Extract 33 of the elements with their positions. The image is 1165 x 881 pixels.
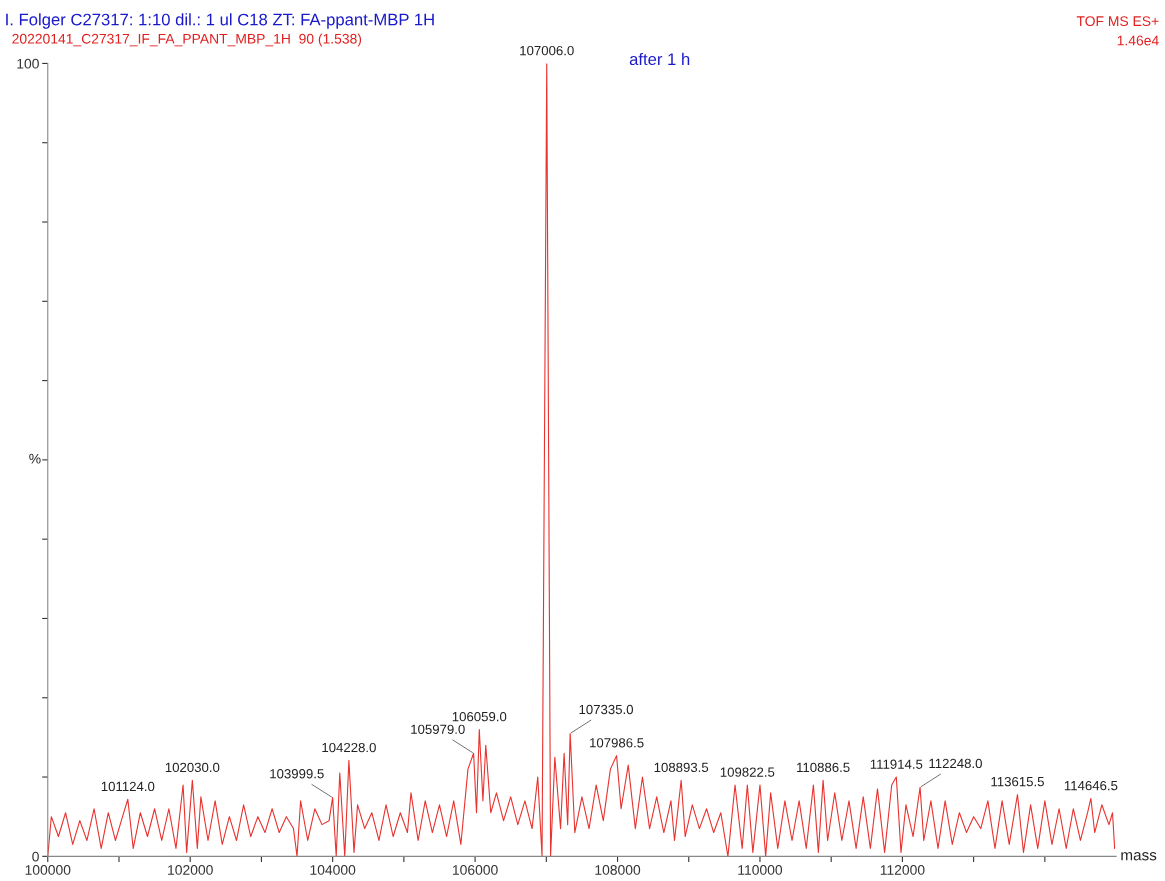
annotation: 107335.0 — [579, 704, 634, 715]
line-series — [47, 63, 1116, 857]
annotation: 114646.5 — [1064, 780, 1118, 791]
annotation: 107006.0 — [520, 45, 574, 56]
annotation: after 1 h — [629, 52, 690, 66]
annotation: 105979.0 — [411, 724, 465, 734]
y-axis-title: % — [29, 453, 41, 464]
annotation: 101124.0 — [101, 781, 155, 792]
annotation: 102030.0 — [165, 762, 220, 773]
annotation: 109822.5 — [720, 767, 775, 777]
annotation: 103999.5 — [270, 769, 324, 779]
x-tick-label: 112000 — [880, 865, 925, 875]
chart-subtitle: 20220141_C27317_IF_FA_PPANT_MBP_1H 90 (1.538) — [12, 33, 362, 47]
annotation: 112248.0 — [929, 758, 982, 769]
annotation: 104228.0 — [322, 742, 376, 753]
x-tick-label: 104000 — [310, 865, 356, 875]
annotation: 107986.5 — [590, 738, 644, 748]
y-tick-label: 100 — [17, 58, 39, 69]
x-tick-label: 100000 — [25, 865, 71, 875]
annotation: 106059.0 — [452, 711, 507, 722]
chart-title: I. Folger C27317: 1:10 dil.: 1 ul C18 ZT: FA-ppant-MBP 1H — [6, 13, 434, 29]
text: 1.46e4 — [1117, 35, 1159, 46]
x-axis-title: mass — [1121, 852, 1157, 861]
x-tick-label: 106000 — [452, 865, 498, 875]
annotation: 111914.5 — [870, 759, 923, 769]
text: TOF MS ES+ — [1076, 16, 1159, 27]
y-tick-label: 0 — [32, 851, 39, 862]
annotation: 108893.5 — [654, 762, 709, 773]
annotation: 113615.5 — [991, 776, 1044, 787]
x-tick-label: 108000 — [595, 865, 641, 875]
x-tick-label: 102000 — [168, 865, 213, 875]
x-tick-label: 110000 — [738, 865, 783, 875]
annotation: 110886.5 — [797, 762, 850, 773]
